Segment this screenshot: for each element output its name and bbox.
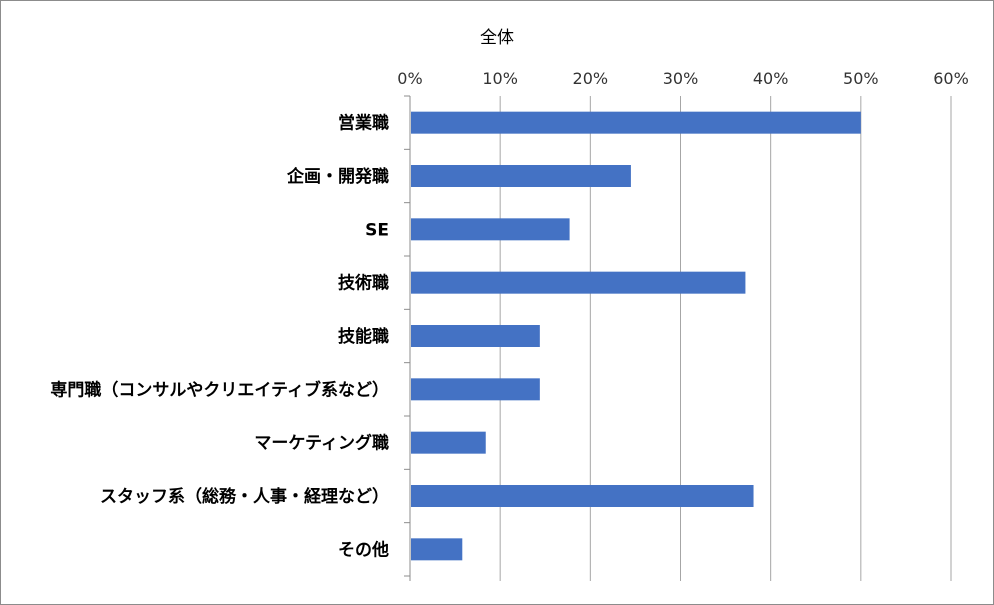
category-label: 企画・開発職 [286,166,389,187]
bars [411,111,861,561]
bar [411,218,570,241]
bar [411,325,540,347]
x-tick-label: 50% [843,69,879,88]
x-tick-label: 40% [753,69,789,88]
bar [411,165,631,187]
x-tick-label: 20% [573,69,609,88]
bar [411,538,463,561]
x-tick-label: 30% [663,69,699,88]
bar [411,111,861,134]
chart-title: 全体 [480,28,514,48]
bar [411,431,486,454]
x-axis-ticks: 0% 10% 20% 30% 40% 50% 60% [397,69,968,88]
bar [411,378,540,401]
category-label: 営業職 [338,113,389,134]
category-label: 技能職 [338,326,389,347]
x-tick-label: 60% [933,69,969,88]
bar [411,485,754,507]
x-tick-label: 10% [482,69,518,88]
x-tick-label: 0% [397,69,422,88]
category-label: スタッフ系（総務・人事・経理など） [100,486,389,507]
y-axis [404,95,411,581]
bar [411,271,746,294]
category-label: SE [365,220,389,240]
category-label: マーケティング職 [254,433,389,454]
category-label: 専門職（コンサルやクリエイティブ系など） [50,379,389,400]
category-label: 技術職 [338,273,389,294]
category-label: その他 [338,539,389,560]
